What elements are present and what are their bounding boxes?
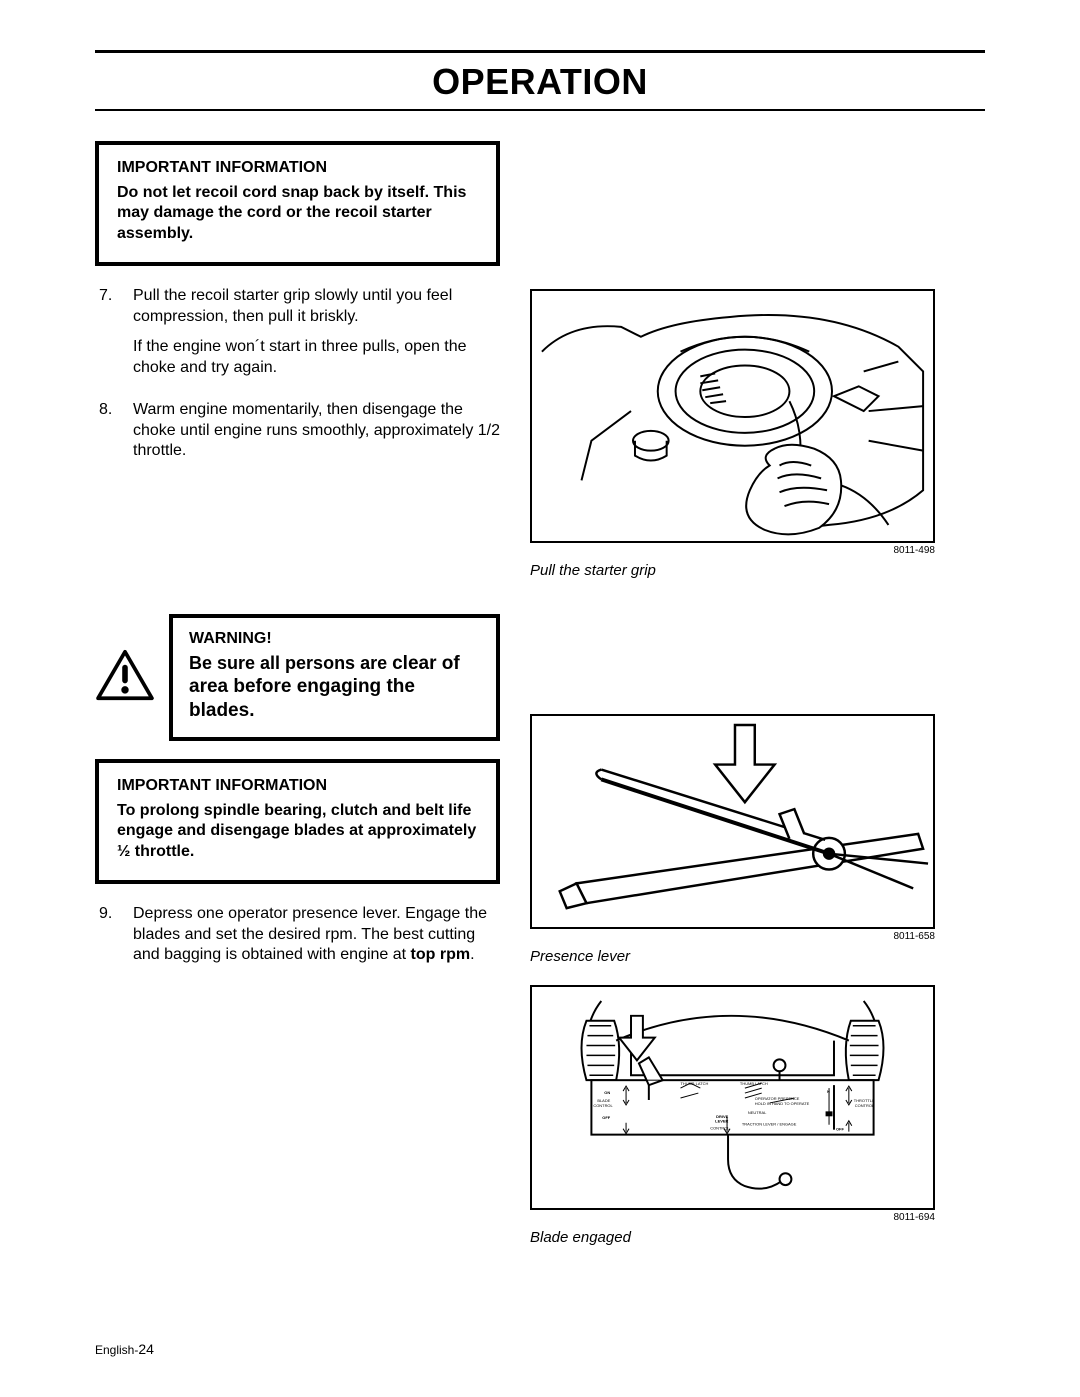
step-text: Pull the recoil starter grip slowly unti…	[133, 286, 500, 327]
page-footer: English-24	[95, 1341, 154, 1357]
figure-presence-lever	[530, 714, 935, 929]
svg-text:CONTROL: CONTROL	[710, 1126, 730, 1131]
footer-lang: English-	[95, 1343, 138, 1357]
info-box-body: Do not let recoil cord snap back by itse…	[117, 183, 478, 244]
svg-text:OFF: OFF	[836, 1127, 844, 1132]
step-number: 9.	[99, 904, 123, 975]
warning-header: WARNING!	[189, 630, 480, 648]
svg-text:CONTROL: CONTROL	[593, 1103, 613, 1108]
svg-text:N: N	[827, 1089, 830, 1094]
svg-text:NEUTRAL: NEUTRAL	[748, 1110, 767, 1115]
left-column: IMPORTANT INFORMATION Do not let recoil …	[95, 141, 500, 1266]
figure-number: 8011-498	[530, 545, 935, 556]
figure-caption: Blade engaged	[530, 1229, 985, 1246]
warning-body: Be sure all persons are clear of area be…	[189, 652, 480, 723]
page-title: OPERATION	[95, 57, 985, 109]
svg-text:OFF: OFF	[602, 1115, 610, 1120]
step-text-part: .	[470, 946, 474, 963]
figure-number: 8011-658	[530, 931, 935, 942]
warning-row: WARNING! Be sure all persons are clear o…	[95, 614, 500, 741]
warning-box: WARNING! Be sure all persons are clear o…	[169, 614, 500, 741]
step-8: 8. Warm engine momentarily, then disenga…	[95, 400, 500, 471]
step-text: Warm engine momentarily, then disengage …	[133, 400, 500, 461]
svg-text:CONTROL: CONTROL	[855, 1103, 875, 1108]
svg-text:THUMB LATCH: THUMB LATCH	[681, 1081, 709, 1086]
footer-page-number: 24	[138, 1341, 154, 1357]
svg-text:TRACTION LEVER / ENGAGE: TRACTION LEVER / ENGAGE	[742, 1122, 797, 1127]
top-rule	[95, 50, 985, 53]
warning-text: Be sure all persons are	[189, 653, 392, 673]
figure-caption: Presence lever	[530, 948, 985, 965]
step-9: 9. Depress one operator presence lever. …	[95, 904, 500, 975]
figure-starter-grip	[530, 289, 935, 543]
step-text: If the engine won´t start in three pulls…	[133, 337, 500, 378]
step-text: Depress one operator presence lever. Eng…	[133, 904, 500, 965]
figure-number: 8011-694	[530, 1212, 935, 1223]
info-box-body: To prolong spindle bearing, clutch and b…	[117, 801, 478, 862]
svg-text:ON: ON	[604, 1090, 610, 1095]
step-7: 7. Pull the recoil starter grip slowly u…	[95, 286, 500, 388]
warning-icon	[95, 649, 155, 706]
step-number: 7.	[99, 286, 123, 388]
info-box-header: IMPORTANT INFORMATION	[117, 159, 478, 177]
step-number: 8.	[99, 400, 123, 471]
figure-caption: Pull the starter grip	[530, 562, 985, 579]
info-box-recoil: IMPORTANT INFORMATION Do not let recoil …	[95, 141, 500, 266]
info-box-spindle: IMPORTANT INFORMATION To prolong spindle…	[95, 759, 500, 884]
step-text-bold: top rpm	[411, 946, 471, 963]
mid-rule	[95, 109, 985, 111]
info-box-header: IMPORTANT INFORMATION	[117, 777, 478, 795]
svg-text:HOLD IN HAND TO OPERATE: HOLD IN HAND TO OPERATE	[755, 1101, 810, 1106]
figure-blade-engaged: ON BLADE CONTROL OFF THUMB LATCH THUMB L…	[530, 985, 935, 1210]
right-column: 8011-498 Pull the starter grip	[530, 141, 985, 1266]
svg-text:THUMB LATCH: THUMB LATCH	[740, 1081, 768, 1086]
svg-text:LEVER: LEVER	[715, 1119, 728, 1124]
